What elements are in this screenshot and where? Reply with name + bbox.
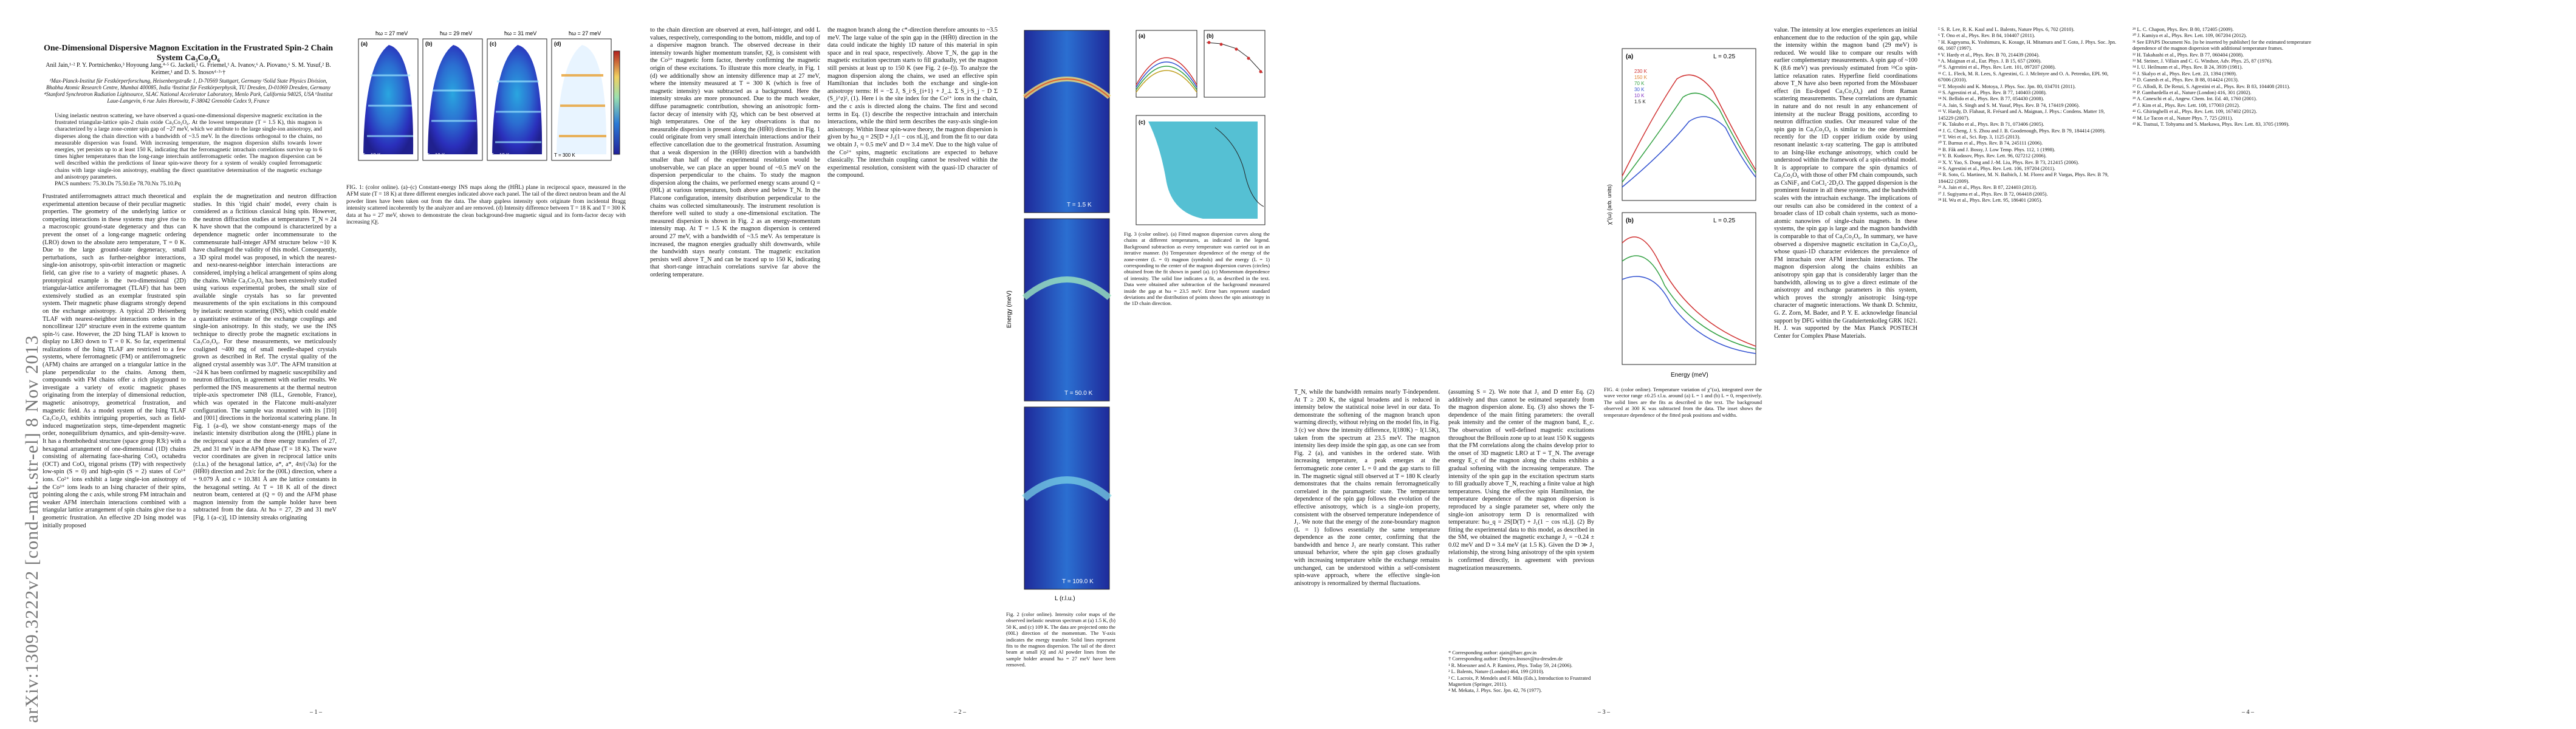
body-column-middle: (assuming S = 2). We note that J₁ and D … bbox=[1448, 389, 1594, 572]
fig1-panel-a: ħω = 27 meV (a) T = 18 K bbox=[358, 30, 419, 161]
fig1-panel-b: ħω = 29 meV (b) T = 18 K bbox=[422, 30, 483, 161]
page-number-1: – 1 – bbox=[310, 709, 322, 716]
figure-2: T = 1.5 K T = 50.0 K T = 109.0 K Energy … bbox=[1006, 24, 1115, 711]
svg-text:(b): (b) bbox=[1207, 33, 1214, 39]
pacs-numbers: PACS numbers: 75.30.Ds 75.50.Ee 78.70.Nx… bbox=[55, 181, 181, 187]
page-4: ⁵ S. R. Lee, R. K. Kaul and L. Balents, … bbox=[1932, 0, 2564, 729]
fig1-colorbar bbox=[613, 50, 620, 155]
fig4-xlabel: Energy (meV) bbox=[1671, 372, 1708, 378]
fig1-b-temp: T = 18 K bbox=[426, 152, 445, 158]
figure-1-caption: FIG. 1: (color online). (a)–(c) Constant… bbox=[346, 185, 626, 226]
fig2-panel-c: T = 109.0 K bbox=[1022, 406, 1112, 590]
fig1-d-label: (d) bbox=[554, 41, 561, 47]
fig2-panel-a: T = 1.5 K bbox=[1023, 30, 1111, 213]
fig2-panel-b: T = 50.0 K bbox=[1022, 218, 1112, 402]
page-number-4: – 4 – bbox=[2242, 709, 2254, 716]
figure-4: L = 0.25 (a) 230 K 150 K 70 K 30 K 10 K … bbox=[1604, 43, 1762, 468]
fig3-panel-c: (c) bbox=[1136, 115, 1266, 225]
page-1: One-Dimensional Dispersive Magnon Excita… bbox=[0, 0, 632, 729]
legend-entry: 1.5 K bbox=[1634, 99, 1646, 104]
fig4-legend: 230 K 150 K 70 K 30 K 10 K 1.5 K bbox=[1634, 69, 1648, 104]
legend-entry: 150 K bbox=[1634, 75, 1648, 80]
figure-3: (a) (b) (c) Fig. 3 (color online). (a) F… bbox=[1124, 24, 1270, 364]
fig4-panel-a: L = 0.25 (a) bbox=[1622, 48, 1756, 201]
fig1-c-label: (c) bbox=[490, 41, 496, 47]
fig1-d-temp: T = 300 K bbox=[554, 152, 575, 158]
figure-1: ħω = 27 meV (a) T = 18 K ħω = 29 meV (b)… bbox=[346, 27, 626, 258]
fig1-panel-c: ħω = 31 meV (c) T = 18 K bbox=[487, 30, 547, 161]
fig4-panel-b: L = 0.25 (b) bbox=[1622, 212, 1756, 365]
fig4-b-label: L = 0.25 bbox=[1713, 217, 1735, 224]
author-list: Anil Jain,¹·² P. Y. Portnichenko,³ Hoyou… bbox=[46, 62, 331, 76]
body-column-right: the magnon branch along the c*-direction… bbox=[827, 27, 998, 179]
fig2-b-temp: T = 50.0 K bbox=[1064, 390, 1093, 397]
fig1-a-label: (a) bbox=[361, 41, 368, 47]
page-3: T_N, while the bandwidth remains nearly … bbox=[1288, 0, 1920, 729]
fig1-b-label: (b) bbox=[425, 41, 433, 47]
fig2-c-temp: T = 109.0 K bbox=[1062, 578, 1094, 585]
fig4-a-label: L = 0.25 bbox=[1713, 53, 1735, 60]
legend-entry: 230 K bbox=[1634, 69, 1648, 74]
page-2: to the chain direction are observed at e… bbox=[644, 0, 1276, 729]
fig3-panel-b: (b) bbox=[1204, 30, 1266, 98]
legend-entry: 10 K bbox=[1634, 93, 1645, 98]
svg-text:(b): (b) bbox=[1626, 217, 1634, 224]
legend-entry: 70 K bbox=[1634, 81, 1645, 86]
fig1-a-energy: ħω = 27 meV bbox=[375, 30, 408, 36]
body-column-left: T_N, while the bandwidth remains nearly … bbox=[1294, 389, 1440, 587]
footnotes: * Corresponding author: ajain@barc.gov.i… bbox=[1448, 650, 1591, 694]
figure-3-caption: Fig. 3 (color online). (a) Fitted magnon… bbox=[1124, 231, 1270, 307]
fig1-c-energy: ħω = 31 meV bbox=[504, 30, 536, 36]
figure-3-plots: (a) (b) (c) bbox=[1136, 30, 1266, 225]
legend-entry: 30 K bbox=[1634, 87, 1645, 92]
svg-text:(c): (c) bbox=[1139, 119, 1145, 125]
body-column-right: value. The intensity at low energies exp… bbox=[1774, 27, 1917, 340]
fig2-xlabel: L (r.l.u.) bbox=[1055, 595, 1075, 602]
fig1-b-energy: ħω = 29 meV bbox=[440, 30, 472, 36]
fig4-ylabel: χ″(ω) (arb. units) bbox=[1606, 185, 1612, 225]
references-left: ⁵ S. R. Lee, R. K. Kaul and L. Balents, … bbox=[1938, 27, 2117, 203]
references-right: ²⁹ L. C. Chapon, Phys. Rev. B 80, 172405… bbox=[2132, 27, 2312, 128]
fig1-panel-d: ħω = 27 meV (d) T = 300 K bbox=[551, 30, 612, 161]
figure-4-caption: FIG. 4: (color online). Temperature vari… bbox=[1604, 386, 1762, 418]
figure-4-plots: L = 0.25 (a) 230 K 150 K 70 K 30 K 10 K … bbox=[1606, 48, 1756, 378]
svg-text:(a): (a) bbox=[1139, 33, 1145, 39]
body-column-left: to the chain direction are observed at e… bbox=[650, 27, 820, 278]
fig1-c-temp: T = 18 K bbox=[491, 152, 510, 158]
fig2-a-temp: T = 1.5 K bbox=[1067, 202, 1092, 208]
paper-title: One-Dimensional Dispersive Magnon Excita… bbox=[43, 44, 334, 63]
figure-2-plots: T = 1.5 K T = 50.0 K T = 109.0 K Energy … bbox=[1006, 30, 1112, 602]
abstract: Using inelastic neutron scattering, we h… bbox=[55, 113, 322, 180]
fig3-panel-a: (a) bbox=[1136, 30, 1197, 98]
body-column-left: Frustrated antiferromagnets attract much… bbox=[43, 193, 186, 529]
figure-2-caption: Fig. 2 (color online). Intensity color m… bbox=[1006, 611, 1115, 668]
page-number-2: – 2 – bbox=[954, 709, 966, 716]
fig1-d-energy: ħω = 27 meV bbox=[569, 30, 601, 36]
svg-text:(a): (a) bbox=[1626, 53, 1633, 60]
fig1-a-temp: T = 18 K bbox=[362, 152, 381, 158]
body-column-right: explain the de magnetization and neutron… bbox=[193, 193, 337, 521]
page-number-3: – 3 – bbox=[1598, 709, 1610, 716]
affiliations: ¹Max-Planck-Institut für Festkörperforsc… bbox=[44, 78, 333, 104]
figure-1-panels: ħω = 27 meV (a) T = 18 K ħω = 29 meV (b)… bbox=[358, 30, 620, 161]
fig2-ylabel: Energy (meV) bbox=[1006, 290, 1013, 328]
